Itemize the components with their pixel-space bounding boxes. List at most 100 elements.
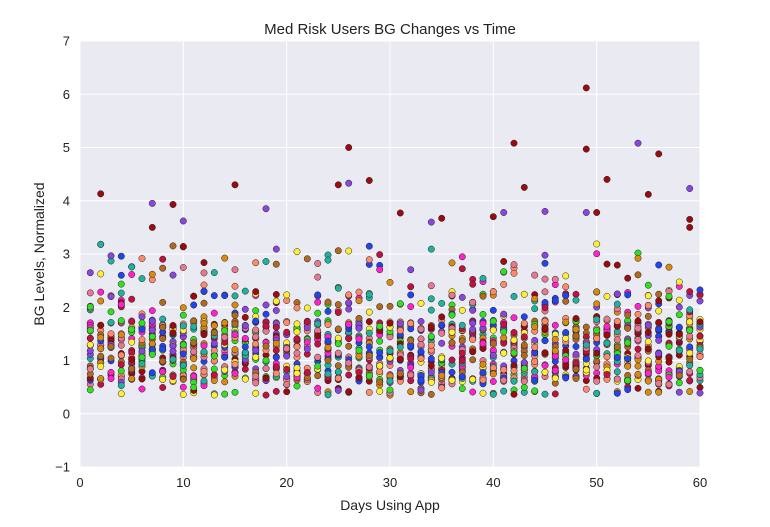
data-point [655,325,663,333]
data-point [541,207,549,215]
data-point [169,201,177,208]
data-point [138,347,146,355]
data-point [634,325,642,332]
data-point [231,388,239,396]
data-point [551,297,559,305]
data-point [128,355,136,363]
data-point [200,281,208,289]
data-point [520,352,528,359]
data-point [365,352,373,359]
data-point [283,380,291,388]
data-point [655,290,663,298]
data-point [97,375,105,382]
data-point [221,378,229,386]
data-point [644,190,652,198]
data-point [324,356,332,364]
data-point [427,341,435,349]
data-point [500,310,508,318]
data-point [241,365,249,373]
data-point [179,361,187,369]
data-point [345,371,353,379]
data-point [324,337,332,345]
data-point [117,382,125,390]
data-point [345,247,353,255]
data-point [159,384,167,391]
data-point [531,323,539,331]
data-point [252,379,260,387]
data-point [562,283,570,291]
data-point [179,217,187,225]
data-point [520,333,528,341]
data-point [386,319,394,327]
data-point [241,375,249,383]
data-point [293,304,301,312]
data-point [293,335,301,343]
data-point [427,282,435,290]
data-point [655,379,663,387]
data-point [510,390,518,398]
data-point [107,319,115,326]
data-point [655,350,663,358]
data-point [593,335,601,342]
data-point [479,292,487,300]
data-point [593,209,601,216]
data-point [334,349,342,357]
data-point [541,368,549,376]
data-point [190,317,198,325]
data-point [520,377,528,385]
data-point [355,352,363,360]
data-point [334,247,342,255]
data-point [407,266,415,274]
data-point [644,321,652,329]
data-point [97,345,105,353]
data-point [489,213,497,221]
data-point [551,321,559,329]
data-point [365,329,373,337]
x-tick-labels: 0 10 20 30 40 50 60 [76,475,707,490]
data-point [613,368,621,376]
data-point [231,311,239,319]
data-point [117,280,125,288]
x-tick-label: 60 [693,475,707,490]
data-point [293,248,301,256]
data-point [458,373,466,381]
data-point [138,353,146,361]
data-point [324,391,332,399]
data-point [283,373,291,381]
data-point [469,306,477,314]
data-point [117,367,125,375]
data-point [221,327,229,335]
data-point [665,330,673,338]
data-point [510,377,518,385]
data-point [107,354,115,362]
data-point [210,391,218,399]
data-point [655,388,663,396]
data-point [200,331,208,339]
data-point [572,350,580,358]
data-point [97,240,105,248]
data-point [334,301,342,309]
data-point [686,215,694,223]
data-point [386,354,394,362]
data-point [655,307,663,315]
data-point [479,389,487,397]
data-point [551,367,559,375]
data-point [634,317,642,325]
data-point [345,342,353,350]
data-point [686,343,694,351]
data-point [314,362,322,370]
data-point [376,362,384,370]
data-point [665,318,673,326]
data-point [293,382,301,390]
data-point [644,281,652,289]
data-point [303,345,311,353]
data-point [572,296,580,304]
data-point [613,290,621,298]
data-point [520,364,528,372]
data-point [148,199,156,207]
data-point [272,387,280,395]
data-point [531,349,539,357]
data-point [355,297,363,305]
data-point [86,326,94,334]
